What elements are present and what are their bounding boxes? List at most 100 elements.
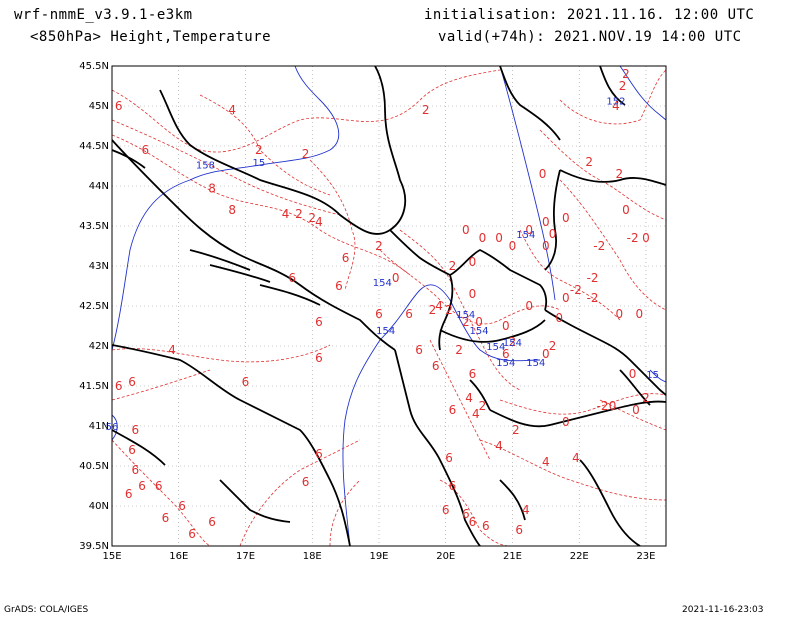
temperature-contour-label: 0 (542, 239, 550, 253)
temperature-contour-label: 6 (128, 375, 136, 389)
temperature-contour-label: 6 (132, 423, 140, 437)
height-contour-label: 15 (252, 158, 265, 169)
temperature-contour-label: 6 (125, 487, 133, 501)
temperature-contour-label: 6 (442, 503, 450, 517)
latitude-tick-label: 44N (89, 181, 109, 192)
latitude-tick-label: 40N (89, 501, 109, 512)
render-timestamp: 2021-11-16-23:03 (682, 605, 764, 615)
latitude-tick-label: 45N (89, 101, 109, 112)
temperature-contour-label: 2 (512, 423, 520, 437)
temperature-contour-label: 2 (549, 339, 557, 353)
temperature-contour-label: -2 (597, 399, 609, 413)
height-contour-label: 154 (373, 278, 392, 289)
temperature-contours (112, 69, 666, 546)
temperature-contour-label: 6 (315, 447, 323, 461)
temperature-contour-label: 6 (115, 99, 123, 113)
temperature-contour-label: 2 (615, 167, 623, 181)
temperature-contour-label: 8 (228, 203, 236, 217)
temperature-contour-label: 0 (642, 231, 650, 245)
latitude-tick-label: 43.5N (79, 221, 109, 232)
temperature-contour-label: 0 (525, 299, 533, 313)
longitude-tick-label: 17E (236, 551, 255, 562)
temperature-contour-label: 2 (585, 155, 593, 169)
model-name: wrf-nmmE_v3.9.1-e3km (14, 7, 193, 23)
temperature-contour-label: 4 (228, 103, 236, 117)
temperature-contour-label: 0 (632, 403, 640, 417)
temperature-contour-label: 6 (432, 359, 440, 373)
lat-lon-grid (111, 65, 666, 547)
temperature-contour-label: 2 (622, 67, 630, 81)
height-contour-label: 154 (516, 230, 535, 241)
latitude-tick-label: 45.5N (79, 61, 109, 72)
temperature-contour-label: 6 (155, 479, 163, 493)
temperature-contour-label: 0 (469, 255, 477, 269)
height-contour-label: 158 (196, 160, 215, 171)
temperature-contour-label: 4 (435, 299, 443, 313)
longitude-tick-label: 20E (436, 551, 455, 562)
temperature-contour-label: 6 (288, 271, 296, 285)
temperature-contour-label: 2 (375, 239, 383, 253)
grads-credit: GrADS: COLA/IGES (4, 605, 89, 615)
temperature-contour-label: 0 (635, 307, 643, 321)
height-contour-label: 152 (606, 96, 625, 107)
temperature-contour-label: 0 (392, 271, 400, 285)
temperature-contour-label: 6 (415, 343, 423, 357)
longitude-tick-label: 21E (503, 551, 522, 562)
temperature-contour-label: 4 (522, 503, 530, 517)
longitude-tick-label: 15E (102, 551, 121, 562)
latitude-tick-label: 41.5N (79, 381, 109, 392)
valid-time: valid(+74h): 2021.NOV.19 14:00 UTC (438, 29, 742, 45)
temperature-contour-label: 6 (138, 479, 146, 493)
temperature-contour-label: 6 (132, 463, 140, 477)
longitude-tick-label: 18E (303, 551, 322, 562)
longitude-tick-label: 19E (369, 551, 388, 562)
temperature-contour-label: 6 (178, 499, 186, 513)
height-contour-label: 154 (470, 326, 489, 337)
temperature-contour-label: 6 (502, 347, 510, 361)
temperature-contour-label: 6 (302, 475, 310, 489)
latitude-tick-label: 42N (89, 341, 109, 352)
temperature-contour-label: 2 (449, 259, 457, 273)
temperature-contour-label: 2 (479, 399, 487, 413)
height-contour-label: 154 (526, 358, 545, 369)
latitude-tick-label: 40.5N (79, 461, 109, 472)
longitude-tick-label: 16E (169, 551, 188, 562)
temperature-contour-label: 6 (315, 351, 323, 365)
temperature-contour-label: 0 (495, 231, 503, 245)
temperature-contour-label: 8 (208, 181, 216, 195)
temperature-contour-label: 0 (475, 315, 483, 329)
temperature-contour-label: 0 (562, 211, 570, 225)
temperature-contour-label: 2 (302, 147, 310, 161)
latitude-tick-label: 42.5N (79, 301, 109, 312)
temperature-contour-label: 6 (242, 375, 250, 389)
temperature-contour-label: 4 (542, 455, 550, 469)
longitude-tick-label: 22E (570, 551, 589, 562)
temperature-contour-label: 2 (642, 391, 650, 405)
temperature-contour-label: 0 (509, 239, 517, 253)
temperature-contour-label: 0 (462, 223, 470, 237)
temperature-contour-label: 0 (502, 319, 510, 333)
temperature-contour-label: 4 (465, 391, 473, 405)
temperature-contour-label: 4 (572, 451, 580, 465)
height-contour-label: 154 (456, 310, 475, 321)
coastlines-and-borders (112, 66, 666, 546)
temperature-contour-label: 2 (462, 315, 470, 329)
temperature-contour-label: 0 (615, 307, 623, 321)
latitude-tick-label: 41N (89, 421, 109, 432)
temperature-contour-label: 0 (542, 215, 550, 229)
longitude-tick-label: 23E (636, 551, 655, 562)
temperature-contour-label: 6 (449, 479, 457, 493)
axis-tick-labels: 15E 16E 17E 18E 19E 20E 21E 22E 23E 45.5N 45N 44.5N… (79, 61, 655, 562)
temperature-contour-label: 4 (472, 407, 480, 421)
temperature-contour-label: 6 (208, 515, 216, 529)
temperature-contour-label: 6 (162, 511, 170, 525)
temperature-contour-label: 0 (609, 399, 617, 413)
temperature-contour-label: 0 (539, 167, 547, 181)
height-contour-label: 154 (496, 358, 515, 369)
temperature-contour-label: 6 (482, 519, 490, 533)
temperature-contour-label: 0 (629, 367, 637, 381)
temperature-contour-label: 6 (515, 523, 523, 537)
latitude-tick-label: 44.5N (79, 141, 109, 152)
